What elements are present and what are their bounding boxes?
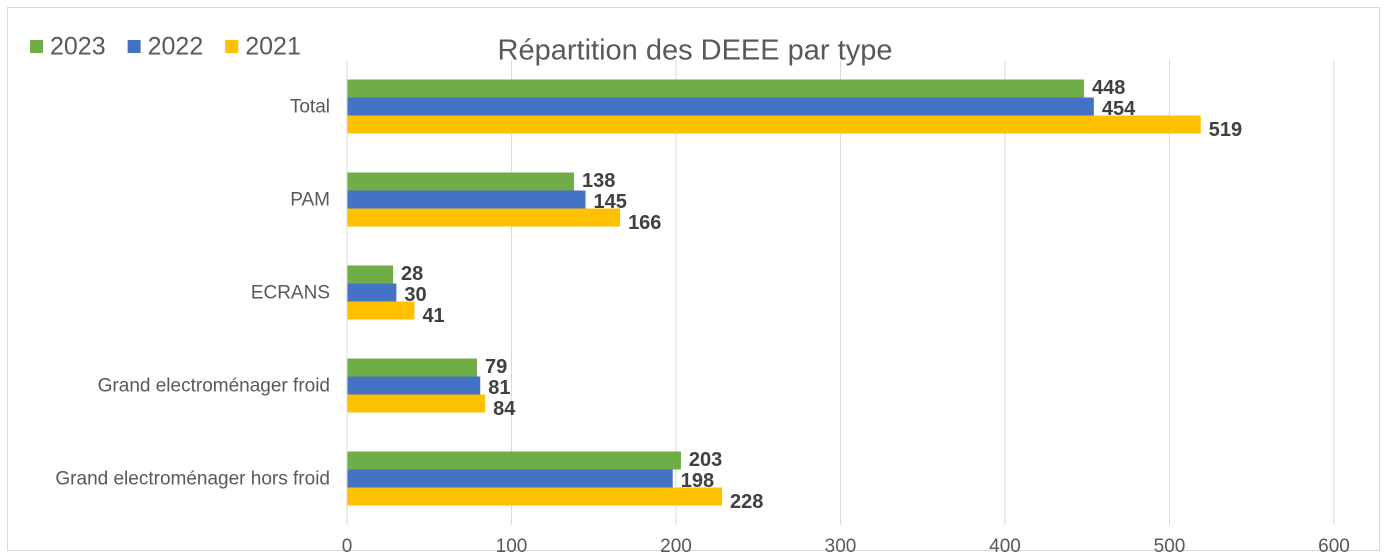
x-tick-label: 600 — [1318, 536, 1350, 557]
value-label: 84 — [493, 398, 516, 420]
bar — [347, 283, 397, 302]
value-label: 145 — [594, 191, 627, 213]
y-tick-label: ECRANS — [30, 281, 330, 304]
value-label: 30 — [404, 284, 426, 306]
value-label: 519 — [1209, 119, 1242, 141]
bar — [347, 79, 1084, 98]
bar — [347, 115, 1201, 134]
legend-label: 2021 — [245, 33, 301, 61]
bar — [347, 265, 394, 284]
bar — [347, 376, 481, 395]
x-tick-label: 400 — [989, 536, 1021, 557]
value-label: 203 — [689, 449, 722, 471]
x-tick-label: 100 — [496, 536, 528, 557]
value-label: 454 — [1102, 98, 1136, 120]
bar — [347, 487, 723, 506]
legend-swatch — [30, 40, 43, 53]
legend-label: 2023 — [50, 33, 106, 61]
y-tick-label: Grand electroménager froid — [30, 374, 330, 397]
bar — [347, 394, 486, 413]
value-label: 28 — [401, 263, 423, 285]
category-text: ECRANS — [250, 282, 330, 303]
bar — [347, 451, 681, 470]
chart-title: Répartition des DEEE par type — [498, 35, 893, 67]
y-tick-label: Total — [30, 95, 330, 118]
bar — [347, 208, 621, 227]
x-tick-label: 0 — [342, 536, 353, 557]
value-label: 81 — [488, 377, 510, 399]
value-label: 228 — [730, 491, 763, 513]
bar — [347, 97, 1094, 116]
legend-swatch — [127, 40, 141, 53]
x-tick-label: 200 — [660, 536, 692, 557]
bar — [347, 172, 575, 191]
value-label: 166 — [628, 212, 661, 234]
category-text: PAM — [290, 189, 330, 210]
value-label: 138 — [582, 170, 615, 192]
value-label: 79 — [485, 356, 507, 378]
bar — [347, 358, 477, 377]
bar — [347, 301, 415, 320]
bar — [347, 190, 586, 209]
bar — [347, 469, 673, 488]
category-text: Total — [289, 96, 330, 117]
legend-swatch — [225, 40, 239, 53]
value-label: 448 — [1092, 77, 1125, 99]
category-text: Grand electroménager hors froid — [55, 468, 330, 489]
x-tick-label: 300 — [825, 536, 857, 557]
value-label: 41 — [422, 305, 444, 327]
category-text: Grand electroménager froid — [97, 375, 330, 396]
x-tick-label: 500 — [1154, 536, 1186, 557]
y-tick-label: PAM — [30, 188, 330, 211]
y-tick-label: Grand electroménager hors froid — [30, 467, 330, 490]
value-label: 198 — [681, 470, 714, 492]
legend-label: 2022 — [148, 33, 204, 61]
